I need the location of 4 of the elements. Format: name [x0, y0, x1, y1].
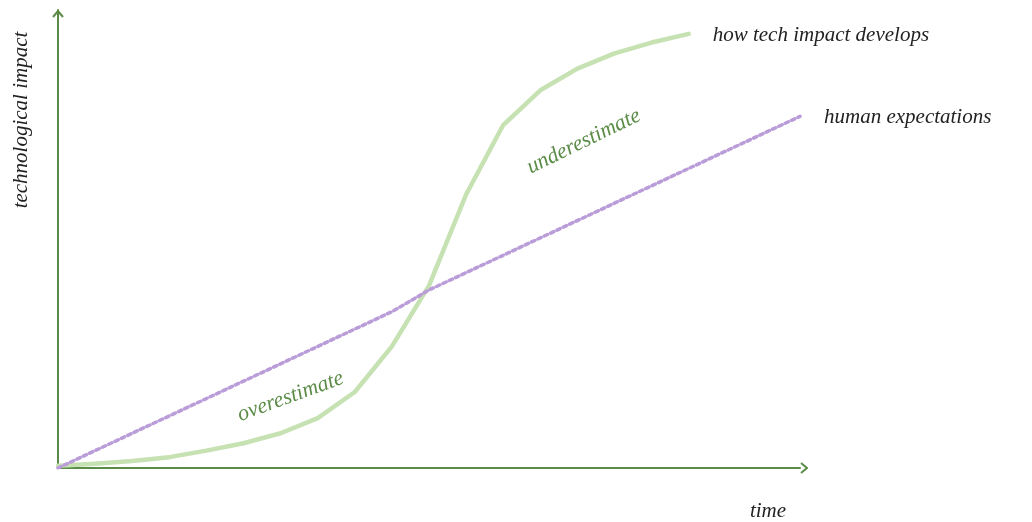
y-axis-title: technological impact: [8, 30, 32, 209]
x-axis-title: time: [749, 498, 787, 522]
series-label: human expectations: [824, 104, 992, 129]
series-label: how tech impact develops: [712, 21, 930, 46]
